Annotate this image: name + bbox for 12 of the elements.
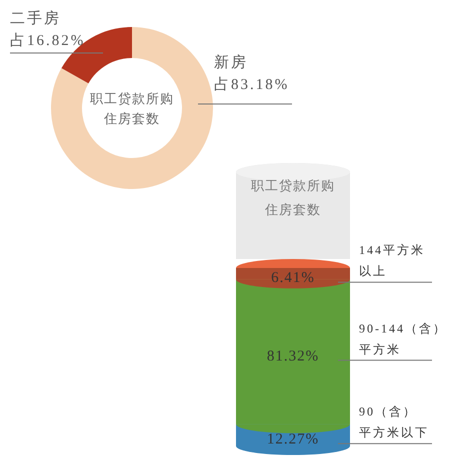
series-label: 90-144（含）平方米 bbox=[359, 321, 447, 356]
data-label: 6.41% bbox=[271, 270, 315, 286]
data-label: 占83.18% bbox=[214, 76, 290, 93]
slice-label: 新房 bbox=[214, 54, 248, 71]
text: 职工贷款所购住房套数 bbox=[90, 91, 174, 126]
slice-label: 二手房 bbox=[10, 10, 61, 27]
chart-title: 职工贷款所购住房套数 bbox=[251, 178, 335, 217]
series-label: 90（含）平方米以下 bbox=[359, 404, 429, 440]
series-label: 144平方米以上 bbox=[359, 243, 425, 278]
data-label: 81.32% bbox=[266, 348, 320, 364]
data-label: 占16.82% bbox=[10, 32, 86, 49]
data-label: 12.27% bbox=[266, 432, 320, 448]
